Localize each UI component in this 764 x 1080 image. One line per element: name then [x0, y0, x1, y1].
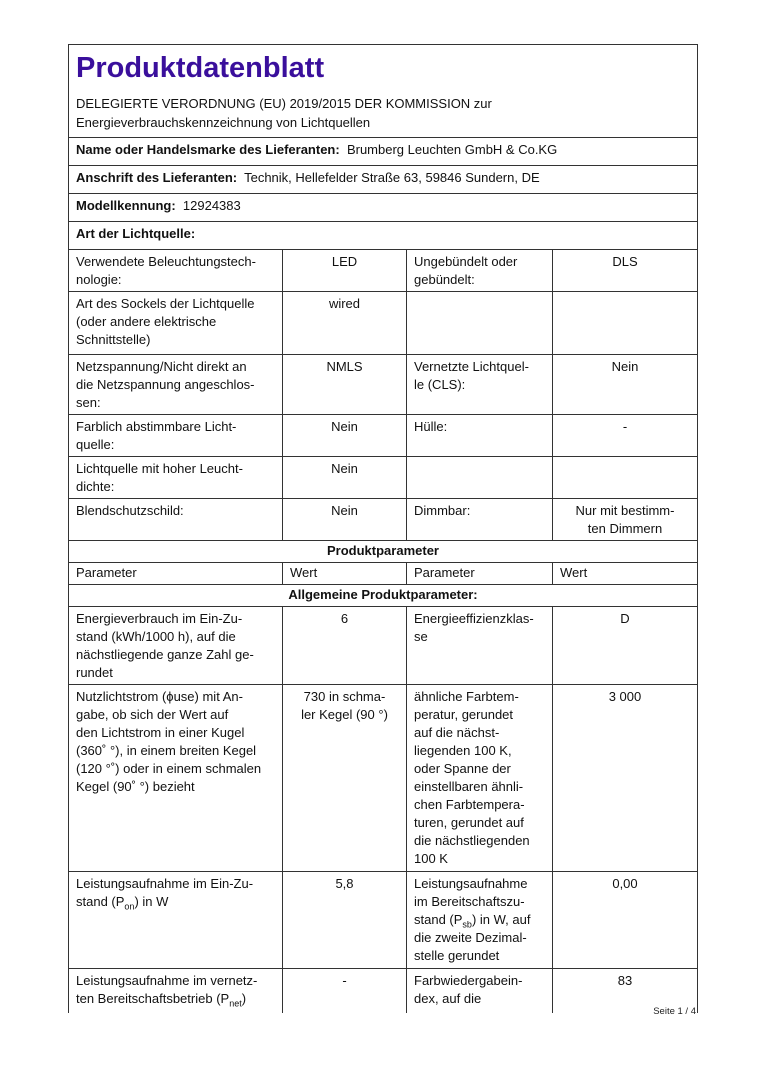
type-row: Lichtquelle mit hoher Leucht- dichte: Ne…: [68, 456, 698, 499]
param-row: Nutzlichtstrom (ϕuse) mit An- gabe, ob s…: [68, 684, 698, 872]
param-value: [552, 291, 698, 355]
param-name: Hülle:: [406, 414, 553, 457]
param-value: Nein: [552, 354, 698, 415]
param-value: -: [552, 414, 698, 457]
column-header: Wert: [552, 562, 698, 585]
param-name: Verwendete Beleuchtungstech- nologie:: [68, 249, 283, 292]
text: Leistungsaufnahme im Bereitschaftszu- st…: [414, 876, 528, 927]
param-name: ähnliche Farbtem- peratur, gerundet auf …: [406, 684, 553, 872]
param-value: LED: [282, 249, 407, 292]
general-params-heading: Allgemeine Produktparameter:: [68, 584, 698, 607]
param-value: 5,8: [282, 871, 407, 969]
param-name: Ungebündelt oder gebündelt:: [406, 249, 553, 292]
product-params-row: Produktparameter: [68, 540, 698, 563]
param-value: wired: [282, 291, 407, 355]
param-name: Lichtquelle mit hoher Leucht- dichte:: [68, 456, 283, 499]
address-label: Anschrift des Lieferanten:: [76, 170, 238, 185]
param-name: Energieverbrauch im Ein-Zu- stand (kWh/1…: [68, 606, 283, 685]
param-name: Dimmbar:: [406, 498, 553, 541]
param-value: Nein: [282, 498, 407, 541]
column-header: Parameter: [406, 562, 553, 585]
param-value: -: [282, 968, 407, 1013]
supplier-label: Name oder Handelsmarke des Lieferanten:: [76, 142, 340, 157]
text: ) in W: [134, 894, 169, 909]
param-name: Art des Sockels der Lichtquelle (oder an…: [68, 291, 283, 355]
param-name: Leistungsaufnahme im Bereitschaftszu- st…: [406, 871, 553, 969]
type-row: Art des Sockels der Lichtquelle (oder an…: [68, 291, 698, 355]
text: ) in W, auf die zweite Dezimal- stelle g…: [414, 912, 531, 963]
header-row: Produktdatenblatt DELEGIERTE VERORDNUNG …: [68, 44, 698, 138]
model-row: Modellkennung: 12924383: [68, 193, 698, 222]
type-row: Farblich abstimmbare Licht- quelle: Nein…: [68, 414, 698, 457]
text: Leistungsaufnahme im Ein-Zu- stand (P: [76, 876, 254, 909]
subscript: net: [229, 998, 242, 1009]
subscript: on: [124, 901, 135, 912]
param-name: Farblich abstimmbare Licht- quelle:: [68, 414, 283, 457]
param-value: Nur mit bestimm- ten Dimmern: [552, 498, 698, 541]
net-row: Leistungsaufnahme im vernetz- ten Bereit…: [68, 968, 698, 1013]
param-name: [406, 456, 553, 499]
param-value: D: [552, 606, 698, 685]
address-row: Anschrift des Lieferanten: Technik, Hell…: [68, 165, 698, 194]
regulation-subtitle: DELEGIERTE VERORDNUNG (EU) 2019/2015 DER…: [76, 96, 492, 130]
param-name: Nutzlichtstrom (ϕuse) mit An- gabe, ob s…: [68, 684, 283, 872]
param-value: [552, 456, 698, 499]
param-name: Leistungsaufnahme im vernetz- ten Bereit…: [68, 968, 283, 1013]
column-header: Wert: [282, 562, 407, 585]
datasheet-table: Produktdatenblatt DELEGIERTE VERORDNUNG …: [68, 44, 698, 1013]
type-row: Netzspannung/Nicht direkt an die Netzspa…: [68, 354, 698, 415]
param-name: Blendschutzschild:: [68, 498, 283, 541]
page-title: Produktdatenblatt: [76, 52, 325, 84]
param-name: Netzspannung/Nicht direkt an die Netzspa…: [68, 354, 283, 415]
product-params-heading: Produktparameter: [68, 540, 698, 563]
supplier-value: Brumberg Leuchten GmbH & Co.KG: [346, 142, 558, 157]
param-name: Farbwiedergabein- dex, auf die: [406, 968, 553, 1013]
address-value: Technik, Hellefelder Straße 63, 59846 Su…: [244, 170, 540, 185]
datasheet: Produktdatenblatt DELEGIERTE VERORDNUNG …: [68, 44, 698, 1013]
type-row: Verwendete Beleuchtungstech- nologie: LE…: [68, 249, 698, 292]
param-row: Energieverbrauch im Ein-Zu- stand (kWh/1…: [68, 606, 698, 685]
param-value: NMLS: [282, 354, 407, 415]
column-header-row: Parameter Wert Parameter Wert: [68, 562, 698, 585]
param-value: 0,00: [552, 871, 698, 969]
type-row: Blendschutzschild: Nein Dimmbar: Nur mit…: [68, 498, 698, 541]
param-value: Nein: [282, 414, 407, 457]
model-label: Modellkennung:: [76, 198, 176, 213]
param-name: Vernetzte Lichtquel- le (CLS):: [406, 354, 553, 415]
general-params-row: Allgemeine Produktparameter:: [68, 584, 698, 607]
param-value: Nein: [282, 456, 407, 499]
power-row: Leistungsaufnahme im Ein-Zu- stand (Pon)…: [68, 871, 698, 969]
light-source-type-heading: Art der Lichtquelle:: [68, 221, 698, 250]
model-value: 12924383: [182, 198, 241, 213]
column-header: Parameter: [68, 562, 283, 585]
subscript: sb: [462, 919, 472, 930]
param-name: [406, 291, 553, 355]
supplier-row: Name oder Handelsmarke des Lieferanten: …: [68, 137, 698, 166]
page-number: Seite 1 / 4: [653, 1006, 696, 1017]
param-value: 6: [282, 606, 407, 685]
param-name: Energieeffizienzklas- se: [406, 606, 553, 685]
text: ): [241, 991, 247, 1006]
light-source-type-row: Art der Lichtquelle:: [68, 221, 698, 250]
param-value: DLS: [552, 249, 698, 292]
param-value: 83: [552, 968, 698, 1013]
param-name: Leistungsaufnahme im Ein-Zu- stand (Pon)…: [68, 871, 283, 969]
param-value: 3 000: [552, 684, 698, 872]
text: Leistungsaufnahme im vernetz- ten Bereit…: [76, 973, 258, 1006]
param-value: 730 in schma- ler Kegel (90 °): [282, 684, 407, 872]
